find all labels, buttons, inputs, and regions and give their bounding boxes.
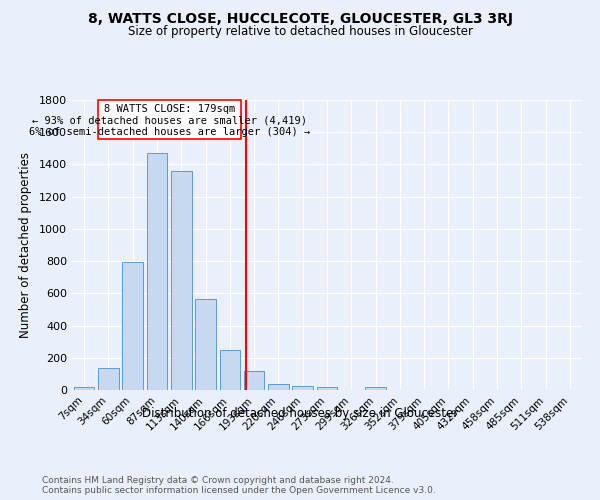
Bar (171, 171, 191, 390)
Bar (244, 372, 265, 390)
Bar (195, 299, 216, 390)
Bar (292, 386, 313, 390)
Y-axis label: Number of detached properties: Number of detached properties (19, 152, 32, 338)
Text: Distribution of detached houses by size in Gloucester: Distribution of detached houses by size … (142, 408, 458, 420)
Text: 6% of semi-detached houses are larger (304) →: 6% of semi-detached houses are larger (3… (29, 128, 310, 138)
Text: ← 93% of detached houses are smaller (4,419): ← 93% of detached houses are smaller (4,… (32, 116, 307, 126)
Text: Size of property relative to detached houses in Gloucester: Size of property relative to detached ho… (128, 25, 473, 38)
Bar (365, 387, 386, 390)
Bar (317, 387, 337, 390)
FancyBboxPatch shape (97, 100, 241, 140)
Bar (268, 384, 289, 390)
Text: 8 WATTS CLOSE: 179sqm: 8 WATTS CLOSE: 179sqm (104, 104, 235, 114)
Bar (98, 368, 119, 390)
Bar (220, 350, 240, 390)
Text: 8, WATTS CLOSE, HUCCLECOTE, GLOUCESTER, GL3 3RJ: 8, WATTS CLOSE, HUCCLECOTE, GLOUCESTER, … (88, 12, 512, 26)
Bar (122, 262, 143, 390)
Bar (74, 387, 94, 390)
Text: Contains HM Land Registry data © Crown copyright and database right 2024.
Contai: Contains HM Land Registry data © Crown c… (42, 476, 436, 495)
Bar (146, 153, 167, 390)
